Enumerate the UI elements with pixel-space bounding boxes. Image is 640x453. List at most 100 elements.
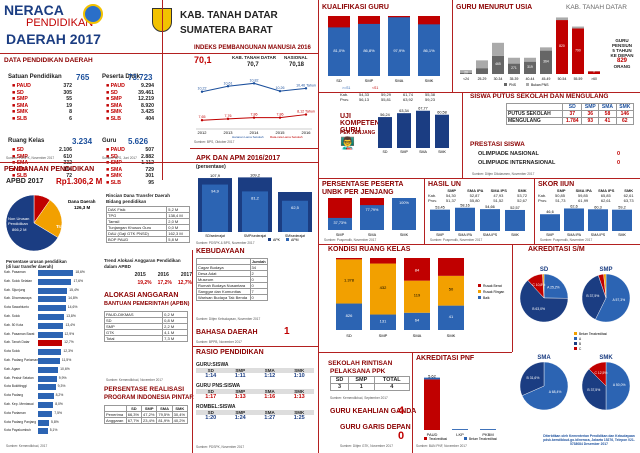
rasio-value: 1:11 — [234, 373, 246, 379]
district-bar — [38, 393, 54, 400]
note-line: ORANG — [613, 64, 631, 69]
teacher-icon: 👨‍🏫 — [340, 136, 355, 150]
district-value: 8,2% — [55, 393, 64, 398]
pensiun-note: GURU PENSIUN 5 TAHUN KE DEPAN 829 ORANG — [606, 38, 638, 69]
akr-label: A 57,3% — [613, 298, 626, 302]
table-cell: 3 — [329, 383, 350, 391]
legend-label: Terakreditasi — [429, 437, 447, 441]
pns-bar — [572, 28, 584, 74]
kab-value: 52,87 — [469, 193, 480, 198]
district-bar — [38, 410, 53, 417]
dpd-source-1: Sumber: PDSPK, November 2017 — [6, 156, 55, 160]
prestasi-value: 0 — [616, 160, 620, 166]
head-cat: SMA IPA — [575, 188, 592, 193]
district-value: 9,9% — [58, 375, 67, 380]
head-kab: Kab. 54,33 59,29 61,74 55,38 — [340, 92, 452, 97]
guru-list: ■ PAUD 507 ■ SD 2.882 ■ SMP 1.112 ■ SMA 729 ■ SM… — [106, 147, 154, 187]
apk-source: Sumber: PDSPK & BPS, November 2017 — [196, 241, 255, 245]
pie-value: 866,2 M — [12, 227, 26, 232]
akr-slice — [581, 368, 607, 411]
usia-label: 465 — [495, 62, 501, 66]
peserta-list: ■ PAUD 9.294 ■ SD 39.461 ■ SMP 12.219 ■ SMA 8.9… — [106, 83, 154, 123]
keahlian-title: GURU KEAHLIAN GANDA — [330, 408, 417, 415]
category-tick: LKP — [456, 432, 464, 437]
ipm-left-value: 70,1 — [194, 55, 212, 65]
year-tick: 2015 — [276, 130, 286, 135]
table-row: Tunjangan Khusus Guru 0,0 M — [105, 224, 190, 231]
ipm-nas-label: NASIONAL — [284, 55, 308, 60]
dpd-source-2: Sumber: BPS, Juni 2017 — [102, 156, 137, 160]
non-pns-bar — [572, 26, 584, 29]
rls-label: 7,86 — [251, 113, 258, 117]
legend-swatch — [574, 347, 577, 350]
category-tick: SMP — [546, 233, 554, 237]
pns-bar — [556, 20, 568, 74]
berat-bar — [336, 258, 362, 260]
rasio-subtitle: GURU PNS:SISWA — [196, 383, 241, 389]
district-value: 7,5% — [54, 410, 62, 415]
head-cat: SMP — [447, 188, 457, 193]
note-line: KE DEPAN — [610, 53, 634, 58]
kab-value: 53,72 — [517, 193, 528, 198]
list-value: 8 — [69, 109, 72, 116]
ringan-label: 1.378 — [344, 277, 355, 282]
pie-slice — [5, 194, 59, 252]
rincian-table: DAK Fisik 5,2 M TPG 138,4 M Tamsil 2,0 M Tunja… — [105, 206, 190, 243]
legend-hls: Harapan Lama Sekolah — [232, 135, 264, 138]
akr-label: B 37,5% — [587, 388, 600, 392]
rintisan-subtitle: PELAKSANA PPK — [330, 368, 386, 375]
category-tick: SD/sederajat — [205, 234, 225, 238]
akreditasi-title: AKREDITASI S/M — [528, 246, 585, 253]
district-name: Kota Bukittinggi — [4, 384, 27, 389]
pnf-belum-bar — [424, 377, 440, 380]
ipm-nas-value: 70,18 — [289, 62, 305, 68]
list-value: 610 — [63, 153, 72, 160]
kab-value: 62,61 — [623, 193, 634, 198]
bar-label: 46,6 — [546, 210, 553, 214]
akr-title: SMA — [537, 355, 551, 361]
ukg-title: UJI KOMPETENSI GURU — [340, 113, 387, 134]
kualifikasi-bar-chart: 81,0% SD 86,8% SMP 97,9% SMA 86,1% SMK >=S1 <S1 — [328, 16, 440, 90]
legend-apk-swatch — [268, 238, 271, 241]
non-pns-bar — [508, 57, 520, 64]
table-row: Penerima 66,3% 47,2% 79,5% 30,4% — [104, 411, 189, 418]
garis-value: 0 — [398, 430, 405, 442]
district-name: Kab. 50 Kota — [4, 322, 24, 327]
list-value: 12.219 — [138, 96, 154, 103]
table-cell: MENGULANG — [505, 117, 564, 125]
list-key: ■ SMP — [106, 96, 122, 103]
s1-label: 81,0% — [333, 48, 345, 53]
title-line-2: PENDIDIKAN — [26, 17, 94, 29]
rls-label: 7,86 — [277, 113, 284, 117]
head-cat: SMK — [517, 188, 527, 193]
hls-point — [226, 85, 230, 88]
district-name: Kota Solok — [4, 349, 20, 354]
district-value: 13,4% — [65, 322, 76, 327]
prov-value: 61,99 — [578, 198, 589, 203]
akr-slice — [595, 273, 631, 323]
district-bar — [38, 349, 62, 356]
bar — [378, 117, 392, 148]
legend-rls: Rata-rata Lama Sekolah — [270, 135, 303, 138]
table-cell: 79,5% — [156, 411, 173, 418]
list-row: ■ SMA 332 — [12, 160, 72, 167]
table-cell — [505, 103, 564, 111]
head-cats: SMP SMA IPA SMA IPS SMK — [428, 188, 532, 193]
rasio-col: SMP — [225, 389, 255, 394]
berat-label: 84 — [415, 267, 420, 272]
hasil-un-title: HASIL UN — [428, 181, 461, 188]
realisasi-table: SD SMP SMA SMK Penerima 66,3% 47,2% 79,5% 30,4% A… — [104, 405, 189, 424]
region-name: KAB. TANAH DATAR — [180, 10, 278, 21]
rasio-col: SD — [196, 368, 226, 373]
rasio-col: SMK — [284, 389, 314, 394]
category-tick: SM/sederajat — [285, 234, 305, 238]
list-key: ■ SD — [12, 147, 24, 153]
list-value: 301 — [145, 173, 154, 180]
akreditasi-pie-charts: A 25,2% B 63,0% C 10,8% SD A 57,3% B 37,5% SMP… — [519, 267, 631, 411]
bar — [430, 209, 450, 231]
bar-label: 62,6 — [570, 204, 577, 208]
legend-swatch — [464, 437, 467, 440]
kondisi-title: KONDISI RUANG KELAS — [328, 246, 411, 253]
bar-label: 56,24 — [380, 113, 390, 117]
kab-value: 59,29 — [380, 92, 391, 97]
